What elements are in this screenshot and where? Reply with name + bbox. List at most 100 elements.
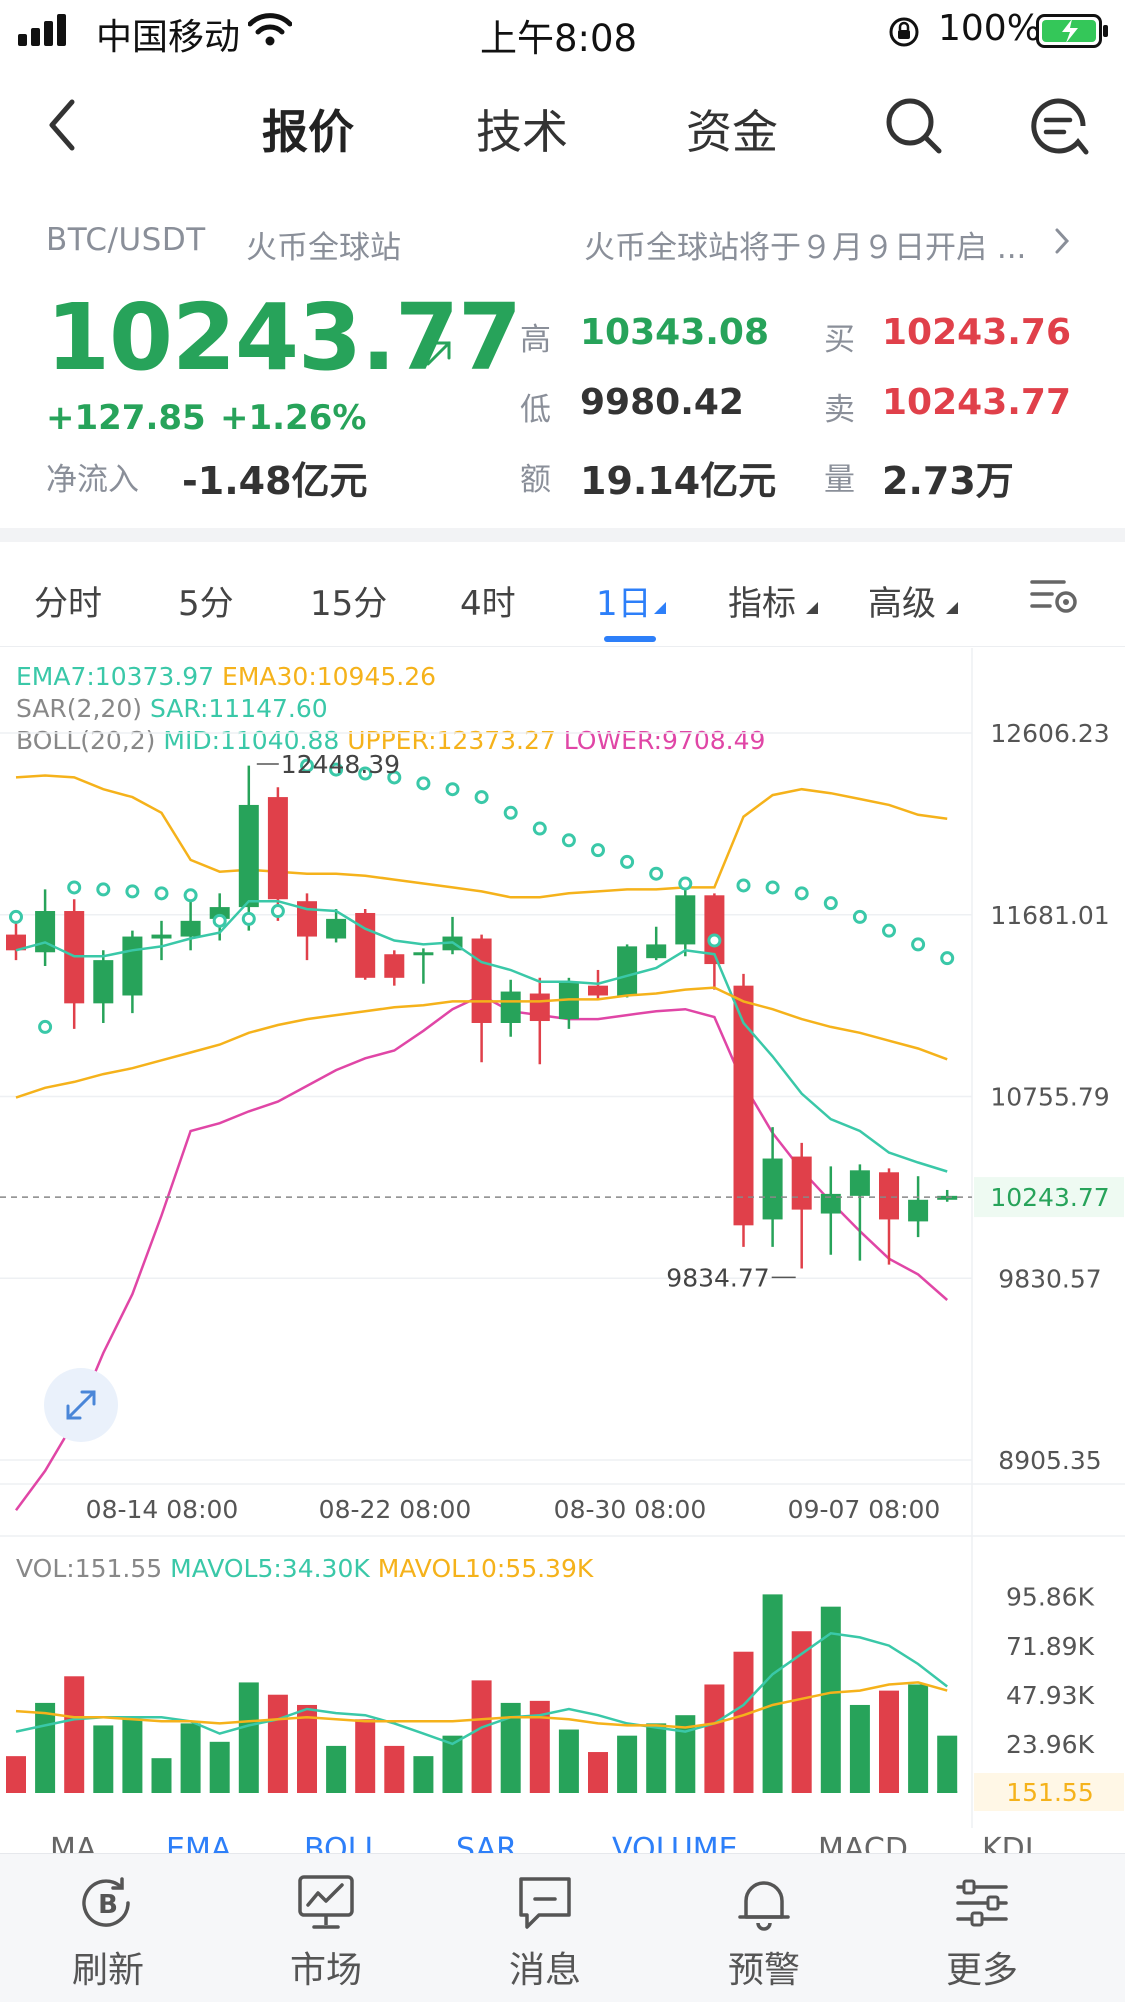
sar-dot xyxy=(212,913,227,928)
sar-label: SAR:11147.60 xyxy=(149,694,328,723)
ema7-label: EMA7:10373.97 xyxy=(16,662,215,691)
candle-body xyxy=(384,954,405,978)
sar-dot xyxy=(678,876,693,891)
candle-body xyxy=(879,1172,899,1220)
period-tab-indicators[interactable]: 指标 xyxy=(728,584,796,624)
candle-body xyxy=(675,895,696,945)
sar-dot xyxy=(329,762,344,777)
candle-body xyxy=(209,907,230,919)
up-arrow-icon xyxy=(426,341,451,366)
tab-market[interactable]: 市场 xyxy=(256,1853,396,2001)
net-inflow-value: -1.48亿元 xyxy=(182,459,368,503)
volume-bar xyxy=(849,1704,870,1793)
volume-bar xyxy=(733,1651,754,1793)
volume-bar xyxy=(704,1684,725,1793)
chart-settings-icon[interactable] xyxy=(1030,576,1078,616)
tab-more-label: 更多 xyxy=(945,1950,1018,1991)
period-tab-timeshare[interactable]: 分时 xyxy=(34,584,102,624)
sar-dot xyxy=(765,880,780,895)
buy-value: 10243.76 xyxy=(882,312,1072,353)
sar-dot xyxy=(882,923,896,938)
search-icon[interactable] xyxy=(884,96,944,156)
time-tick-label: 08-14 08:00 xyxy=(86,1495,239,1524)
candlestick-chart[interactable]: 12606.23 11681.01 10755.79 9830.57 8905.35 0… xyxy=(0,648,1125,1828)
period-tab-15min[interactable]: 15分 xyxy=(310,584,388,624)
volume-legend: VOL:151.55 MAVOL5:34.30K MAVOL10:55.39K xyxy=(16,1554,593,1583)
candle-body xyxy=(588,985,608,996)
sar-dot xyxy=(96,882,111,897)
mavol5-line xyxy=(15,1631,948,1746)
chevron-right-icon[interactable] xyxy=(1052,226,1072,256)
candle-body xyxy=(151,934,172,939)
volume-bar xyxy=(209,1741,230,1793)
signal-icon xyxy=(18,14,66,46)
volume-bar xyxy=(355,1719,376,1793)
boll-mid-label: MID:11040.88 xyxy=(163,726,340,755)
notice-link[interactable]: 火币全球站将于９月９日开启 ... xyxy=(584,230,1027,266)
tab-refresh[interactable]: B 刷新 xyxy=(38,1853,178,2001)
sar-dot xyxy=(270,904,285,919)
exchange-name: 火币全球站 xyxy=(246,230,401,266)
current-volume-badge xyxy=(974,1773,1124,1811)
time-tick-label: 08-30 08:00 xyxy=(554,1495,707,1524)
chart-annotations: 10243.77 12448.39 9834.77 xyxy=(0,750,1124,1292)
last-price: 10243.77 xyxy=(46,284,522,391)
ema7-line xyxy=(15,899,948,1173)
price-change: +127.85 xyxy=(46,398,206,438)
battery-icon xyxy=(1036,14,1108,48)
volume-bar xyxy=(820,1606,841,1793)
tab-funds[interactable]: 资金 xyxy=(686,105,778,159)
sar-dot xyxy=(561,833,576,848)
tab-alerts[interactable]: 预警 xyxy=(694,1853,834,2001)
sar-dot xyxy=(67,880,82,895)
current-price-label: 10243.77 xyxy=(990,1183,1109,1212)
back-arrow-icon[interactable] xyxy=(46,98,78,152)
period-tab-4h[interactable]: 4时 xyxy=(460,584,516,624)
battery-percent: 100% xyxy=(938,8,1041,49)
price-change-percent: +1.26% xyxy=(220,398,367,438)
section-divider xyxy=(0,528,1125,542)
sar-dot xyxy=(620,854,635,869)
tab-quote[interactable]: 报价 xyxy=(262,105,354,159)
volume-bar xyxy=(529,1700,550,1793)
candle-body xyxy=(849,1170,870,1196)
price-tick-label: 11681.01 xyxy=(990,901,1109,930)
tab-messages-label: 消息 xyxy=(508,1950,581,1991)
candle-body xyxy=(6,934,26,951)
period-tab-5min[interactable]: 5分 xyxy=(178,584,234,624)
volume-chart: 95.86K 71.89K 47.93K 23.96K 151.55 xyxy=(6,1583,1124,1811)
low-label: 9834.77 xyxy=(666,1263,769,1292)
sar-dot xyxy=(940,951,955,966)
sar-dot xyxy=(154,886,169,901)
high-label: 高 xyxy=(520,322,551,358)
expand-icon xyxy=(66,1390,96,1420)
volume-bar xyxy=(151,1758,172,1793)
sar-dot xyxy=(9,909,23,924)
sar-dot xyxy=(416,776,431,791)
sar-dot xyxy=(736,878,751,893)
sell-value: 10243.77 xyxy=(882,382,1072,423)
chat-icon[interactable] xyxy=(1028,96,1092,160)
tab-more[interactable]: 更多 xyxy=(912,1853,1052,2001)
sar-legend: SAR(2,20) SAR:11147.60 xyxy=(16,694,328,723)
volume-bar xyxy=(937,1735,958,1793)
boll-legend: BOLL(20,2) MID:11040.88 UPPER:12373.27 L… xyxy=(16,726,765,755)
tab-messages[interactable]: 消息 xyxy=(475,1853,615,2001)
candle-body xyxy=(617,946,638,996)
sar-dot xyxy=(358,766,373,781)
sar-dot xyxy=(794,886,809,901)
sar-dot xyxy=(183,888,198,903)
volume-bar xyxy=(588,1752,608,1793)
current-volume-label: 151.55 xyxy=(1006,1778,1093,1807)
sar-dot xyxy=(852,909,867,924)
period-tab-1d[interactable]: 1日 xyxy=(596,584,652,624)
time-tick-label: 08-22 08:00 xyxy=(319,1495,472,1524)
volume-bar xyxy=(238,1682,259,1793)
expand-button[interactable] xyxy=(44,1368,118,1442)
period-tab-advanced[interactable]: 高级 xyxy=(868,584,936,624)
tab-technical[interactable]: 技术 xyxy=(476,105,568,159)
carrier-name: 中国移动 xyxy=(96,17,241,58)
dropdown-corner-icon xyxy=(946,602,958,614)
candle-body xyxy=(35,911,56,953)
sar-dot xyxy=(474,790,489,805)
